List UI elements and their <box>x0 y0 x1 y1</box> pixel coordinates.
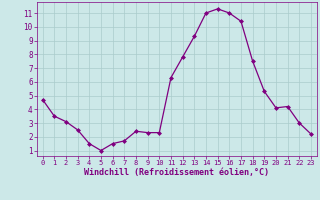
X-axis label: Windchill (Refroidissement éolien,°C): Windchill (Refroidissement éolien,°C) <box>84 168 269 177</box>
